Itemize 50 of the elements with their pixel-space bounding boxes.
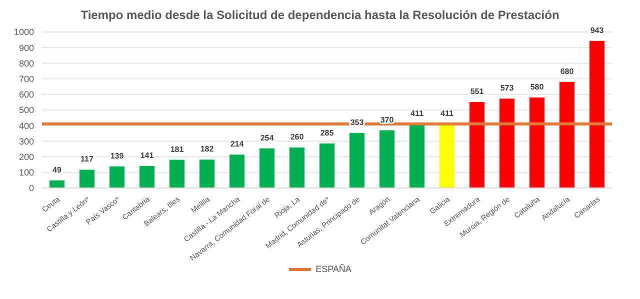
data-label: 411 [440,108,454,118]
y-tick-label: 500 [18,105,34,116]
y-tick-label: 600 [18,90,34,100]
data-label: 260 [290,132,304,142]
data-label: 370 [380,115,394,124]
data-label: 551 [470,87,484,96]
data-label: 943 [590,26,604,35]
bar [50,180,64,188]
bar [230,154,244,188]
data-label: 680 [560,66,574,76]
bar [470,102,484,188]
bar [200,160,214,188]
data-label: 141 [140,151,154,160]
y-tick-label: 200 [18,152,34,162]
data-label: 182 [200,144,214,154]
data-label: 214 [230,140,244,149]
data-label: 117 [80,154,94,164]
data-label: 139 [110,151,124,160]
data-label: 181 [170,144,184,154]
bar [410,124,424,188]
bar [380,130,394,188]
bar [140,166,154,188]
y-tick-label: 800 [18,58,34,68]
bar [260,148,274,188]
bar [80,170,94,188]
y-tick-label: 700 [18,74,34,84]
y-tick-label: 300 [18,136,34,146]
bar [110,166,124,188]
legend-label: ESPAÑA [316,264,352,274]
data-label: 254 [260,133,274,142]
data-label: 285 [320,128,334,138]
data-label: 580 [530,82,544,92]
y-tick-label: 0 [28,183,34,194]
data-label: 573 [500,84,514,93]
bar [170,160,184,188]
bar [560,82,574,188]
y-tick-label: 900 [18,42,34,53]
data-label: 49 [52,165,62,174]
bar [500,98,514,188]
bar [320,144,334,188]
data-label: 411 [410,108,424,118]
y-tick-label: 100 [18,168,34,178]
y-tick-label: 400 [18,120,34,131]
bar [290,147,304,188]
y-tick-label: 1000 [14,27,34,38]
bar [440,124,454,188]
chart-title: Tiempo medio desde la Solicitud de dependencia hasta la Resolución de Prestación [80,8,560,22]
bar [590,40,604,188]
bar [530,98,544,188]
bar [350,132,364,188]
